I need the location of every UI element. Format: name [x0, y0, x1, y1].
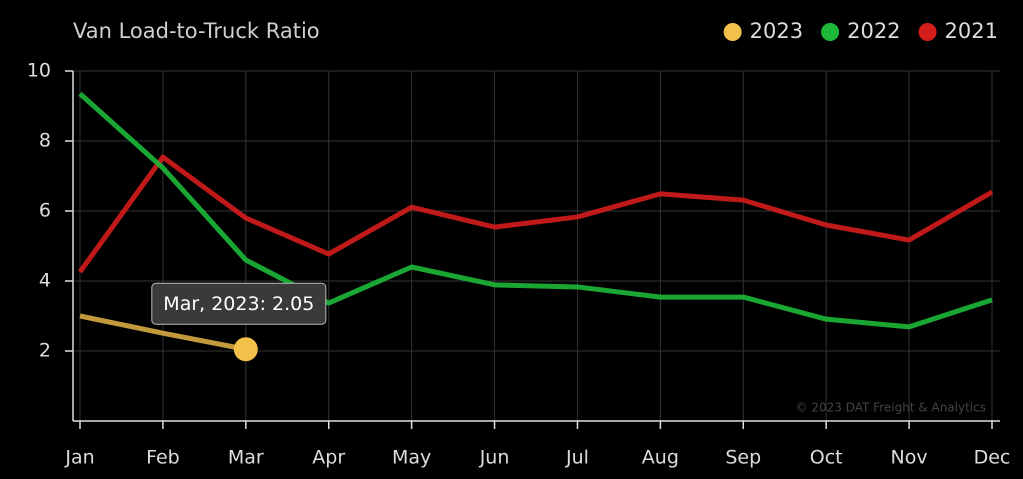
x-tick-label: Nov — [891, 447, 928, 469]
legend-swatch — [918, 23, 937, 41]
x-tick-label: Dec — [974, 447, 1011, 469]
y-tick-label: 4 — [39, 270, 51, 292]
y-tick-label: 6 — [39, 200, 51, 222]
x-tick-label: Jun — [479, 447, 510, 469]
x-tick-label: Sep — [725, 447, 761, 469]
y-tick-label: 10 — [27, 60, 51, 82]
x-tick-label: Mar — [228, 447, 264, 469]
legend-label: 2021 — [945, 19, 998, 43]
x-tick-label: Oct — [810, 447, 843, 469]
x-tick-label: Jul — [565, 447, 589, 469]
series-line — [78, 91, 993, 330]
y-tick-label: 8 — [39, 130, 51, 152]
x-tick-label: May — [392, 447, 431, 469]
legend-label: 2023 — [750, 19, 803, 43]
legend-swatch — [723, 23, 742, 41]
tooltip-box — [151, 282, 327, 325]
legend-swatch — [821, 23, 840, 41]
tooltip-text: Mar, 2023: 2.05 — [163, 293, 314, 315]
x-tick-label: Jan — [64, 447, 94, 469]
x-tick-label: Feb — [146, 447, 180, 469]
hover-point — [233, 337, 258, 362]
series-line — [79, 313, 247, 352]
series-line — [77, 154, 994, 274]
y-tick-label: 2 — [39, 340, 51, 362]
chart-title: Van Load-to-Truck Ratio — [73, 19, 320, 43]
x-tick-label: Apr — [312, 447, 345, 469]
legend-label: 2022 — [847, 19, 900, 43]
x-tick-label: Aug — [642, 447, 679, 469]
tooltip: Mar, 2023: 2.05 — [151, 282, 327, 325]
watermark: © 2023 DAT Freight & Analytics — [796, 401, 986, 415]
